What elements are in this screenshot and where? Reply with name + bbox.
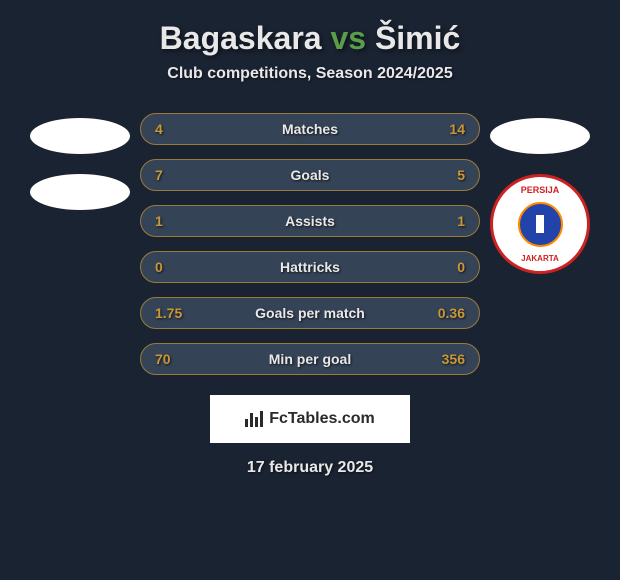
- stat-row-matches: 4 Matches 14: [140, 113, 480, 145]
- stat-row-goals: 7 Goals 5: [140, 159, 480, 191]
- brand-content: FcTables.com: [245, 410, 375, 428]
- stat-value-right: 0: [425, 259, 465, 275]
- brand-text: FcTables.com: [269, 410, 375, 428]
- stat-value-left: 70: [155, 351, 195, 367]
- stat-label: Hattricks: [280, 259, 340, 275]
- logo-text-bottom: JAKARTA: [521, 254, 559, 263]
- stat-row-hattricks: 0 Hattricks 0: [140, 251, 480, 283]
- stat-value-right: 356: [425, 351, 465, 367]
- chart-icon: [245, 411, 263, 427]
- right-logo-column: PERSIJA JAKARTA: [480, 113, 600, 274]
- stat-value-right: 1: [425, 213, 465, 229]
- stat-value-right: 5: [425, 167, 465, 183]
- monument-icon: [536, 215, 544, 233]
- team2-logo-placeholder: [490, 118, 590, 154]
- stat-value-left: 0: [155, 259, 195, 275]
- date-text: 17 february 2025: [247, 459, 373, 477]
- stat-label: Goals: [291, 167, 330, 183]
- stats-column: 4 Matches 14 7 Goals 5 1 Assists 1 0 Hat…: [140, 113, 480, 375]
- player2-name: Šimić: [375, 20, 460, 56]
- team1-logo-placeholder-1: [30, 118, 130, 154]
- stat-label: Min per goal: [269, 351, 351, 367]
- vs-text: vs: [330, 20, 366, 56]
- team2-logo: PERSIJA JAKARTA: [490, 174, 590, 274]
- stat-value-right: 14: [425, 121, 465, 137]
- team1-logo-placeholder-2: [30, 174, 130, 210]
- comparison-title: Bagaskara vs Šimić: [160, 20, 461, 57]
- stat-value-left: 4: [155, 121, 195, 137]
- stat-label: Assists: [285, 213, 335, 229]
- stat-value-left: 7: [155, 167, 195, 183]
- subtitle: Club competitions, Season 2024/2025: [167, 65, 452, 83]
- stat-row-min-per-goal: 70 Min per goal 356: [140, 343, 480, 375]
- left-logo-column: [20, 113, 140, 210]
- stat-label: Goals per match: [255, 305, 365, 321]
- stat-value-left: 1.75: [155, 305, 195, 321]
- stats-area: 4 Matches 14 7 Goals 5 1 Assists 1 0 Hat…: [0, 113, 620, 375]
- player1-name: Bagaskara: [160, 20, 322, 56]
- stat-value-left: 1: [155, 213, 195, 229]
- stat-value-right: 0.36: [425, 305, 465, 321]
- logo-inner-icon: [518, 202, 563, 247]
- stat-row-goals-per-match: 1.75 Goals per match 0.36: [140, 297, 480, 329]
- stat-row-assists: 1 Assists 1: [140, 205, 480, 237]
- brand-box[interactable]: FcTables.com: [210, 395, 410, 443]
- logo-text-top: PERSIJA: [521, 185, 560, 195]
- stat-label: Matches: [282, 121, 338, 137]
